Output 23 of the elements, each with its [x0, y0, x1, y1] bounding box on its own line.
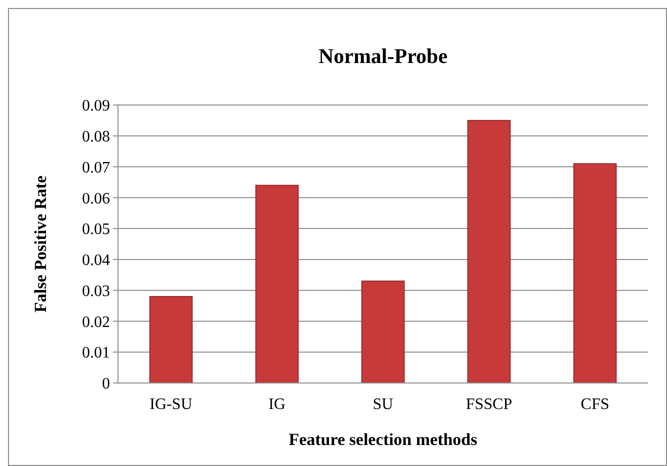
x-tick-label: IG-SU: [150, 396, 193, 413]
y-axis-title: False Positive Rate: [31, 175, 50, 312]
x-tick-label: IG: [268, 396, 286, 413]
y-tick-label: 0.08: [82, 128, 110, 146]
y-tick-label: 0.02: [82, 314, 110, 331]
y-tick-label: 0.04: [82, 252, 110, 270]
x-tick-label: SU: [372, 396, 394, 413]
bar: [255, 184, 299, 384]
bar: [573, 163, 617, 384]
y-tick-label: 0.01: [82, 344, 110, 362]
bar: [467, 120, 511, 384]
x-tick-label: FSSCP: [466, 396, 512, 413]
y-tick-label: 0.09: [82, 98, 110, 115]
bar: [361, 280, 405, 384]
y-tick-label: 0.05: [82, 221, 110, 238]
y-tick-label: 0: [102, 376, 110, 393]
chart-title: Normal-Probe: [318, 44, 448, 68]
x-tick-label: CFS: [580, 396, 610, 413]
x-axis-title: Feature selection methods: [288, 430, 478, 449]
y-tick-label: 0.06: [82, 190, 110, 208]
y-tick-label: 0.03: [82, 282, 110, 300]
y-tick-label: 0.07: [82, 159, 110, 176]
bar: [149, 296, 193, 384]
